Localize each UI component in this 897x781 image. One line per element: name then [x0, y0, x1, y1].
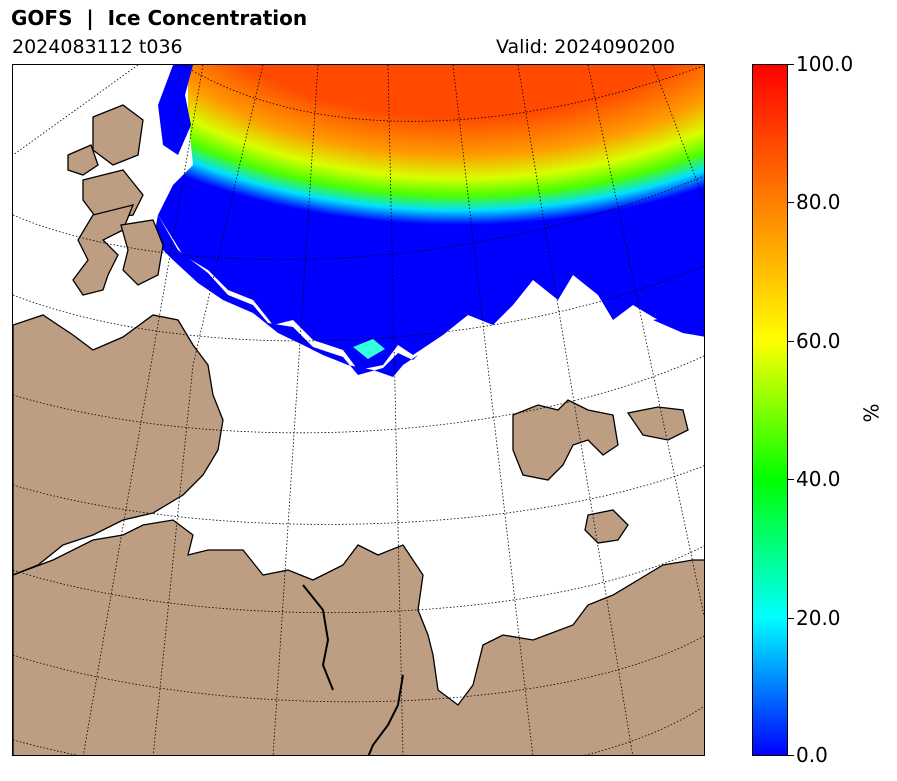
rivers	[302, 584, 404, 755]
colorbar-unit-label: %	[859, 403, 884, 423]
land-masses	[13, 104, 704, 755]
ice-tongue-west	[158, 65, 193, 155]
land-franz-josef	[92, 104, 144, 166]
colorbar-tick-label: 80.0	[796, 190, 841, 214]
land-taymyr-peninsula	[13, 519, 704, 755]
ice-edge-east	[653, 288, 704, 337]
map-canvas	[13, 65, 704, 755]
colorbar-tick	[788, 479, 794, 480]
ice-field	[158, 65, 704, 370]
land-severnaya-zemlya	[512, 399, 619, 481]
colorbar-tick-label: 20.0	[796, 606, 841, 630]
chart-title: GOFS | Ice Concentration	[11, 6, 308, 30]
colorbar-tick	[788, 755, 794, 756]
colorbar-tick-label: 0.0	[796, 743, 828, 767]
land-west-continent	[13, 314, 224, 576]
colorbar-tick-label: 60.0	[796, 329, 841, 353]
colorbar-tick	[788, 341, 794, 342]
colorbar-tick-label: 100.0	[796, 52, 854, 76]
colorbar-tick-label: 40.0	[796, 467, 841, 491]
valid-time-label: Valid: 2024090200	[496, 36, 676, 58]
colorbar-tick	[788, 202, 794, 203]
ice-edge-blue	[153, 215, 418, 377]
colorbar-tick	[788, 618, 794, 619]
land-novaya-zemlya	[72, 204, 135, 296]
graticule	[13, 65, 704, 755]
run-time-label: 2024083112 t036	[12, 36, 183, 58]
colorbar	[752, 64, 788, 756]
ice-concentration-map	[12, 64, 705, 756]
colorbar-tick	[788, 64, 794, 65]
